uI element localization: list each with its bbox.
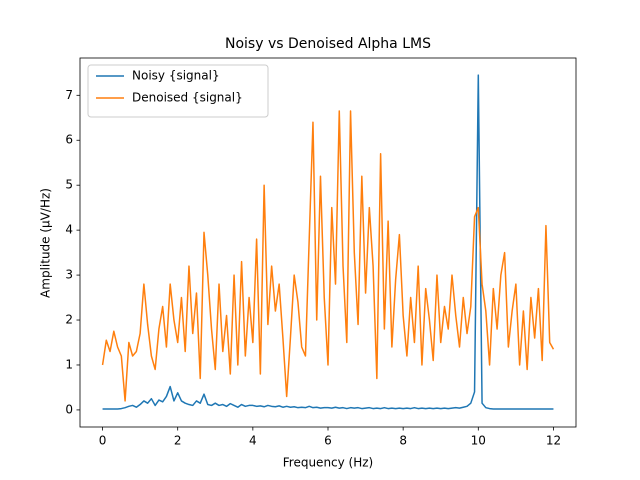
series-line	[102, 74, 554, 410]
y-tick-label: 0	[65, 402, 73, 416]
y-tick-label: 4	[65, 223, 73, 237]
y-tick-label: 2	[65, 313, 73, 327]
y-tick-label: 6	[65, 133, 73, 147]
plot-frame	[79, 57, 577, 428]
x-tick-label: 0	[99, 434, 107, 448]
y-tick-label: 7	[65, 88, 73, 102]
x-tick-label: 6	[324, 434, 332, 448]
y-axis-label: Amplitude (μV/Hz)	[39, 188, 53, 298]
x-tick-label: 4	[249, 434, 257, 448]
legend-label: Denoised {signal}	[132, 91, 243, 105]
series-line	[101, 110, 555, 402]
y-tick-label: 3	[65, 268, 73, 282]
x-tick-label: 12	[546, 434, 561, 448]
y-tick-label: 5	[65, 178, 73, 192]
x-axis-label: Frequency (Hz)	[283, 456, 374, 470]
x-tick-label: 8	[399, 434, 407, 448]
chart-title: Noisy vs Denoised Alpha LMS	[225, 36, 431, 52]
x-tick-label: 2	[174, 434, 182, 448]
legend-box	[87, 64, 269, 118]
legend: Noisy {signal} Denoised {signal}	[87, 64, 269, 118]
x-tick-label: 10	[471, 434, 486, 448]
y-tick-label: 1	[65, 357, 73, 371]
legend-label: Noisy {signal}	[132, 69, 220, 83]
